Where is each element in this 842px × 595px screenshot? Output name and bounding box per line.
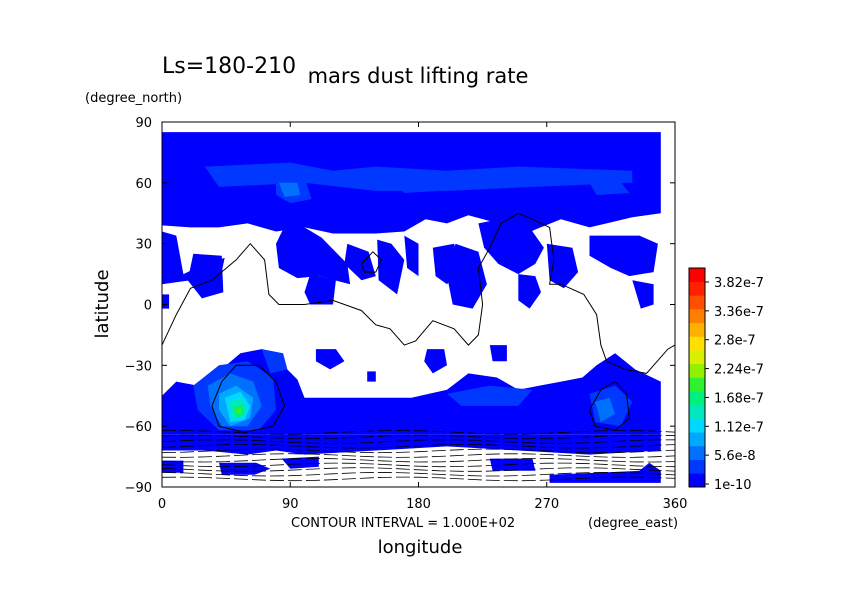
dust-region [424, 349, 447, 374]
dust-region [278, 182, 301, 197]
colorbar-swatch [689, 295, 705, 310]
dust-region [204, 162, 633, 191]
colorbar-swatch [689, 281, 705, 296]
dust-region [344, 243, 376, 281]
x-tick-label: 360 [663, 497, 688, 512]
colorbar-swatch [689, 432, 705, 447]
dust-region [219, 462, 271, 475]
polar-contour-line [161, 448, 676, 454]
polar-contour-line [161, 471, 676, 477]
dust-region [261, 349, 288, 374]
colorbar-label: 5.6e-8 [714, 449, 756, 464]
polar-contour-line [161, 476, 676, 482]
polar-contour-line [161, 467, 676, 472]
dust-lifting-fill [162, 132, 661, 483]
y-unit-label: (degree_north) [85, 91, 182, 106]
y-tick-label: −90 [125, 481, 152, 496]
dust-region [478, 215, 544, 275]
dust-region [518, 274, 541, 309]
y-axis-label: latitude [92, 269, 113, 338]
contour-line [589, 380, 630, 431]
colorbar: 1e-10 5.6e-8 1.12e-7 1.68e-7 2.24e-7 2.8e-7 3.… [688, 267, 764, 493]
dust-region [281, 456, 319, 469]
colorbar-swatch [689, 336, 705, 351]
dust-region [162, 294, 170, 309]
colorbar-frame [688, 267, 706, 488]
dust-region [632, 280, 654, 309]
colorbar-swatch [689, 268, 705, 282]
colorbar-swatch [689, 418, 705, 433]
dust-region [162, 434, 661, 455]
x-axis: 0 90 180 270 360 [158, 122, 688, 512]
colorbar-swatch [689, 391, 705, 406]
dust-region [447, 243, 487, 309]
y-tick-label: −30 [125, 359, 152, 374]
dust-region [162, 349, 661, 435]
dust-region [276, 223, 351, 285]
dust-region [447, 385, 533, 406]
polar-contour-line [161, 434, 676, 440]
x-tick-label: 90 [282, 497, 299, 512]
dust-region [589, 235, 658, 277]
polar-contour-line [162, 429, 676, 435]
topography-contours [161, 212, 676, 482]
colorbar-swatch [689, 309, 705, 324]
colorbar-label: 2.24e-7 [714, 363, 764, 378]
dust-region [187, 253, 224, 299]
dust-region [304, 274, 336, 305]
dust-region [236, 407, 242, 414]
polar-contour-line [161, 439, 676, 444]
dust-region [546, 243, 579, 289]
colorbar-swatch [689, 363, 705, 378]
colorbar-label: 3.36e-7 [714, 305, 764, 320]
polar-contour-line [161, 462, 676, 468]
colorbar-label: 1e-10 [714, 478, 752, 493]
y-tick-label: 0 [144, 299, 152, 314]
dust-region [404, 235, 419, 277]
x-tick-label: 180 [406, 497, 431, 512]
dust-region [162, 460, 184, 473]
colorbar-label: 1.12e-7 [714, 420, 764, 435]
colorbar-swatch [689, 473, 705, 488]
colorbar-swatch [689, 377, 705, 392]
contour-line [161, 212, 676, 374]
y-tick-label: 90 [135, 116, 152, 131]
y-tick-label: −60 [125, 420, 152, 435]
dust-region [377, 239, 405, 295]
y-axis: −90 −60 −30 0 30 60 90 [125, 116, 675, 496]
colorbar-swatch [689, 459, 705, 474]
colorbar-swatch [689, 350, 705, 365]
y-tick-label: 60 [135, 177, 152, 192]
plot-area [161, 121, 676, 488]
chart-subtitle: Ls=180-210 [162, 54, 296, 79]
x-unit-label: (degree_east) [588, 516, 678, 531]
polar-contour-line [161, 443, 676, 449]
polar-contour-line [161, 457, 676, 463]
dust-region [489, 345, 507, 362]
dust-region [367, 371, 376, 382]
colorbar-swatch [689, 404, 705, 419]
colorbar-label: 3.82e-7 [714, 276, 764, 291]
dust-region [595, 397, 616, 423]
dust-region [315, 349, 345, 370]
polar-contour-line [161, 453, 676, 458]
x-tick-label: 0 [158, 497, 166, 512]
contour-line [211, 364, 286, 433]
contour-line [361, 251, 383, 273]
colorbar-label: 1.68e-7 [714, 391, 764, 406]
x-tick-label: 270 [534, 497, 559, 512]
x-axis-label: longitude [378, 537, 463, 558]
chart-title: mars dust lifting rate [308, 64, 529, 88]
dust-region [589, 178, 630, 195]
colorbar-swatch [689, 322, 705, 337]
y-tick-label: 30 [135, 238, 152, 253]
colorbar-swatch [689, 445, 705, 460]
colorbar-label: 2.8e-7 [714, 334, 756, 349]
contour-interval-note: CONTOUR INTERVAL = 1.000E+02 [291, 516, 515, 531]
dust-region [390, 178, 440, 193]
